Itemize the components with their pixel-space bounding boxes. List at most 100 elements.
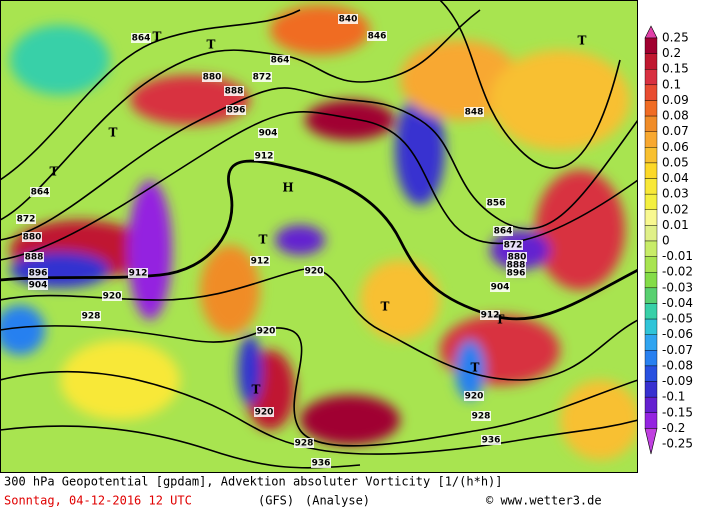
contour-label-bg <box>270 55 290 65</box>
contour-label: 904 <box>491 283 510 293</box>
colorbar-label: 0.08 <box>662 109 689 123</box>
pressure-center: T <box>207 38 216 52</box>
colorbar-swatch <box>644 225 658 242</box>
contour-label: 920 <box>103 292 122 302</box>
contour-label-bg <box>224 86 244 96</box>
colorbar-swatch <box>644 131 658 148</box>
contour-label: 896 <box>29 269 48 279</box>
colorbar-label: -0.2 <box>662 421 685 435</box>
contour-label-bg <box>28 268 48 278</box>
colorbar-label: 0.25 <box>662 31 689 45</box>
colorbar-swatch <box>644 162 658 179</box>
contour-label: 840 <box>339 15 358 25</box>
contour-label: 880 <box>203 73 222 83</box>
colorbar-label: -0.15 <box>662 405 693 419</box>
contour-label-bg <box>22 232 42 242</box>
colorbar-label: -0.1 <box>662 390 685 404</box>
pressure-center: T <box>252 383 261 397</box>
contour-label: 872 <box>253 73 272 83</box>
colorbar-swatch <box>644 69 658 86</box>
contour-label-bg <box>131 33 151 43</box>
pressure-center: T <box>471 361 480 375</box>
contour-label-bg <box>304 266 324 276</box>
colorbar-label: 0 <box>662 234 670 248</box>
contour-label-bg <box>254 407 274 417</box>
contour-label: 880 <box>23 233 42 243</box>
colorbar-swatch <box>644 334 658 351</box>
colorbar-swatch <box>644 84 658 101</box>
colorbar-label: 0.15 <box>662 62 689 76</box>
contour-label: 920 <box>305 267 324 277</box>
colorbar-label: 0.09 <box>662 93 689 107</box>
contour-label-bg <box>490 282 510 292</box>
contour-label: 846 <box>368 32 387 42</box>
colorbar-label: -0.05 <box>662 312 693 326</box>
contour-label: 904 <box>259 129 278 139</box>
contour-label: 920 <box>255 408 274 418</box>
colorbar-swatch <box>644 178 658 195</box>
colorbar-swatch <box>644 193 658 210</box>
pressure-center: T <box>578 34 587 48</box>
contour-label: 880 <box>508 253 527 263</box>
contour-label-bg <box>464 391 484 401</box>
contour-label: 928 <box>472 412 491 422</box>
pressure-center: T <box>153 30 162 44</box>
contour-label: 912 <box>129 269 148 279</box>
contour-label: 896 <box>507 269 526 279</box>
contour-label-bg <box>226 105 246 115</box>
pressure-center: T <box>496 313 505 327</box>
colorbar-label: 0.01 <box>662 218 689 232</box>
contour-label: 920 <box>465 392 484 402</box>
contour-label: 848 <box>465 108 484 118</box>
contour-label-bg <box>102 291 122 301</box>
contour-label-bg <box>506 268 526 278</box>
contour-label: 888 <box>25 253 44 263</box>
pressure-center: T <box>381 300 390 314</box>
contour-label: 864 <box>494 227 513 237</box>
colorbar-label: -0.03 <box>662 280 693 294</box>
contour-label-bg <box>16 214 36 224</box>
contour-label-bg <box>128 268 148 278</box>
map-frame <box>0 0 638 473</box>
colorbar-swatch <box>644 100 658 117</box>
contour-label-bg <box>250 256 270 266</box>
footer-date: Sonntag, 04-12-2016 12 UTC <box>4 494 192 508</box>
colorbar-swatch <box>644 256 658 273</box>
contour-label-bg <box>28 280 48 290</box>
footer-model: (GFS) <box>258 494 294 508</box>
contour-label: 912 <box>251 257 270 267</box>
contour-label-bg <box>256 326 276 336</box>
pressure-center: H <box>282 181 293 195</box>
contour-label-bg <box>480 310 500 320</box>
contour-label: 928 <box>82 312 101 322</box>
contour-label-bg <box>493 226 513 236</box>
colorbar-swatch <box>644 396 658 413</box>
contour-label-bg <box>202 72 222 82</box>
contour-label-bg <box>367 31 387 41</box>
colorbar-swatch <box>644 209 658 226</box>
contour-label: 920 <box>257 327 276 337</box>
contour-label: 872 <box>504 241 523 251</box>
colorbar-label: 0.02 <box>662 202 689 216</box>
footer-run: (Analyse) <box>305 494 370 508</box>
contour-label: 864 <box>132 34 151 44</box>
colorbar-label: 0.04 <box>662 171 689 185</box>
colorbar-swatch <box>644 350 658 367</box>
colorbar-label: -0.02 <box>662 265 693 279</box>
pressure-center: T <box>50 165 59 179</box>
contour-label-bg <box>24 252 44 262</box>
colorbar-swatch <box>644 53 658 70</box>
contour-label-bg <box>503 240 523 250</box>
colorbar-swatch <box>644 115 658 132</box>
colorbar-label: -0.08 <box>662 358 693 372</box>
contour-label: 856 <box>487 199 506 209</box>
contour-label: 888 <box>507 261 526 271</box>
colorbar-swatch <box>644 147 658 164</box>
contour-label-bg <box>481 435 501 445</box>
map-area <box>0 0 638 473</box>
colorbar-label: -0.25 <box>662 437 693 451</box>
colorbar-label: 0.2 <box>662 46 681 60</box>
contour-label-bg <box>294 438 314 448</box>
colorbar-swatch <box>644 37 658 54</box>
